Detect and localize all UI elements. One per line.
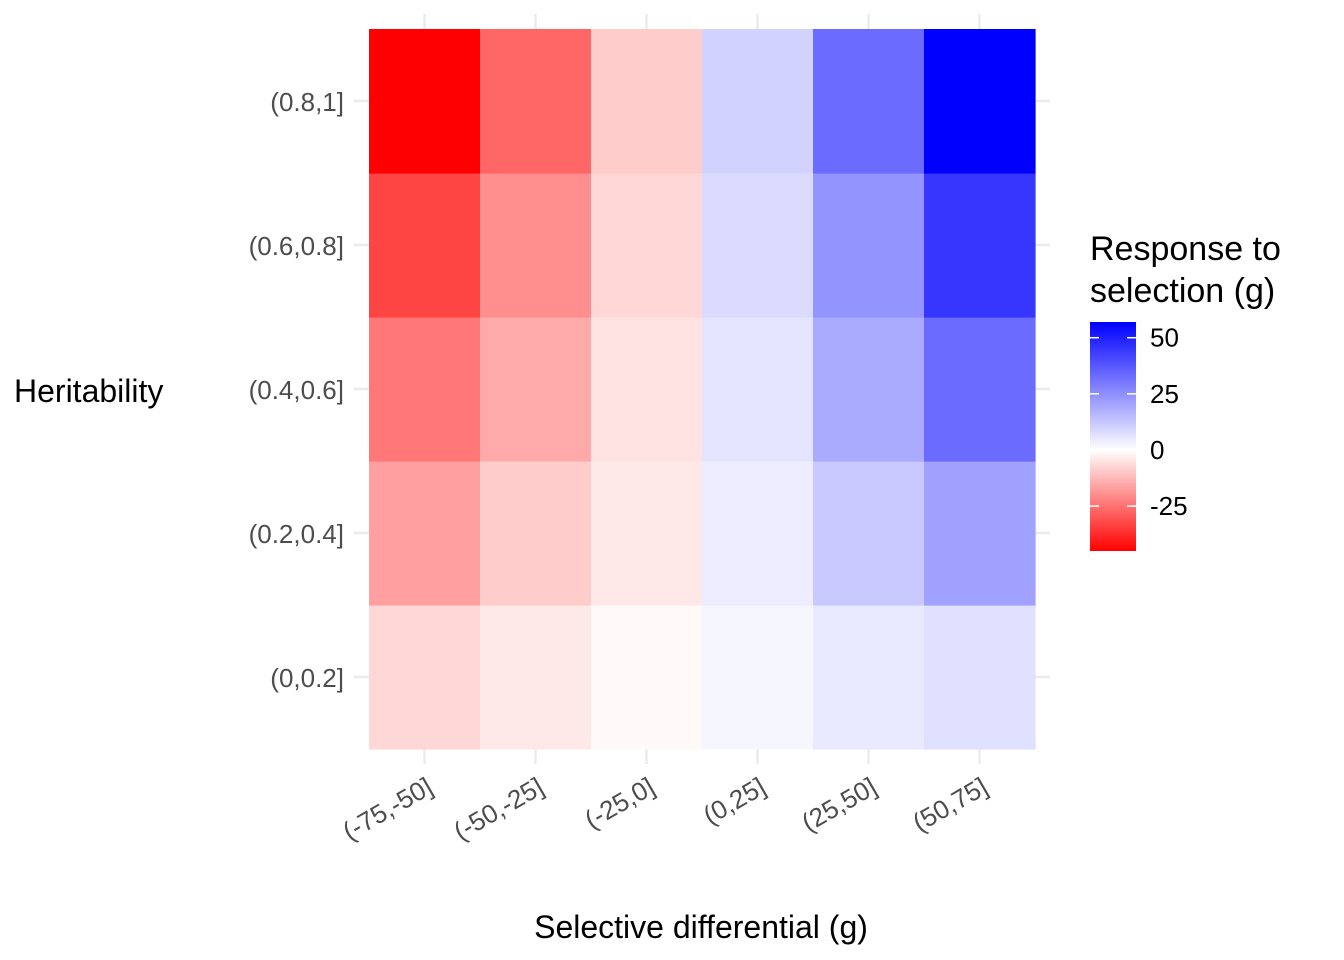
x-tick-label: (-75,-50] [337, 771, 437, 846]
heatmap-cell [369, 29, 481, 174]
heatmap-cell [369, 461, 481, 606]
heatmap-cell [924, 317, 1036, 462]
heatmap-cell [813, 317, 925, 462]
heatmap-cell [702, 173, 814, 318]
heatmap-cell [702, 29, 814, 174]
x-tick-label: (-25,0] [579, 771, 659, 835]
y-tick-label: (0.4,0.6] [249, 375, 344, 405]
heatmap-cell [369, 173, 481, 318]
heatmap-cell [480, 317, 592, 462]
heatmap-cell [591, 605, 703, 750]
x-tick-label: (25,50] [796, 771, 881, 837]
y-tick-label: (0.8,1] [270, 87, 344, 117]
legend-title-line1: Response to [1090, 230, 1281, 268]
heatmap-cell [924, 461, 1036, 606]
legend-colorbar [1090, 322, 1136, 551]
legend-tick-label: 50 [1150, 323, 1179, 353]
heatmap-cell [813, 29, 925, 174]
legend-tick-label: 25 [1150, 379, 1179, 409]
y-tick-label: (0,0.2] [270, 663, 344, 693]
heatmap-cell [924, 605, 1036, 750]
heatmap-cell [813, 461, 925, 606]
heatmap-cell [813, 605, 925, 750]
legend-title-line2: selection (g) [1090, 272, 1275, 310]
heatmap-cell [702, 461, 814, 606]
heatmap-cell [702, 605, 814, 750]
x-tick-label: (50,75] [907, 771, 992, 837]
x-axis-title: Selective differential (g) [534, 909, 868, 945]
heatmap-cell [591, 29, 703, 174]
legend-ticks: 50 25 0 -25 [1090, 323, 1188, 521]
heatmap-cell [591, 317, 703, 462]
x-axis-ticks: (-75,-50] (-50,-25] (-25,0] (0,25] (25,50] (5… [337, 771, 992, 846]
y-tick-label: (0.6,0.8] [249, 231, 344, 261]
heatmap-cell [480, 605, 592, 750]
heatmap-cell [480, 461, 592, 606]
y-axis-title: Heritability [14, 373, 163, 409]
color-legend: Response to selection (g) 50 25 0 -25 [1090, 230, 1281, 551]
heatmap-cell [813, 173, 925, 318]
heatmap-cell [591, 173, 703, 318]
heatmap-cell [591, 461, 703, 606]
heatmap-cell [924, 29, 1036, 174]
heatmap-cell [924, 173, 1036, 318]
x-tick-label: (-50,-25] [448, 771, 548, 846]
y-axis-ticks: (0,0.2] (0.2,0.4] (0.4,0.6] (0.6,0.8] (0.8,1… [249, 87, 344, 693]
heatmap-cell [480, 29, 592, 174]
heatmap-cell [480, 173, 592, 318]
legend-tick-label: 0 [1150, 435, 1164, 465]
heatmap-cell [369, 605, 481, 750]
y-tick-label: (0.2,0.4] [249, 519, 344, 549]
heatmap-tiles [369, 29, 1036, 750]
heatmap-cell [369, 317, 481, 462]
legend-tick-label: -25 [1150, 491, 1188, 521]
heatmap-cell [702, 317, 814, 462]
x-tick-label: (0,25] [698, 771, 771, 830]
